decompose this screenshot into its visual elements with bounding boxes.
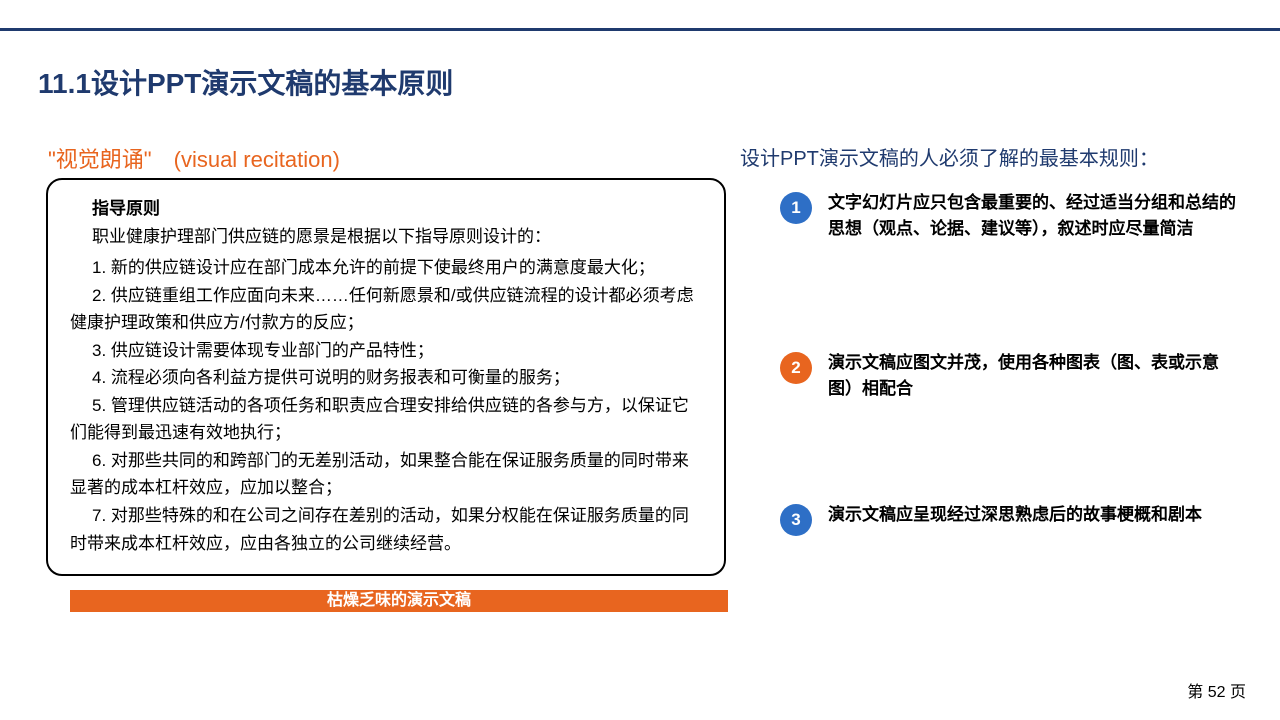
rule-text: 演示文稿应呈现经过深思熟虑后的故事梗概和剧本: [828, 502, 1240, 528]
rule-text: 文字幻灯片应只包含最重要的、经过适当分组和总结的思想（观点、论据、建议等），叙述…: [828, 190, 1240, 243]
example-intro: 职业健康护理部门供应链的愿景是根据以下指导原则设计的：: [92, 223, 702, 250]
rules-heading: 设计PPT演示文稿的人必须了解的最基本规则：: [740, 142, 1159, 171]
page-number: 第 52 页: [1187, 678, 1246, 702]
caption-bar: 枯燥乏味的演示文稿: [70, 590, 728, 612]
bullet-number-icon: 2: [780, 352, 812, 384]
rule-text: 演示文稿应图文并茂，使用各种图表（图、表或示意图）相配合: [828, 350, 1240, 403]
subtitle-visual-recitation: "视觉朗诵" (visual recitation): [48, 142, 340, 174]
example-box: 指导原则 职业健康护理部门供应链的愿景是根据以下指导原则设计的： 1. 新的供应…: [46, 178, 726, 576]
bullet-number-icon: 1: [780, 192, 812, 224]
top-divider: [0, 28, 1280, 31]
example-item: 6. 对那些共同的和跨部门的无差别活动，如果整合能在保证服务质量的同时带来显著的…: [70, 447, 702, 502]
example-item: 4. 流程必须向各利益方提供可说明的财务报表和可衡量的服务；: [70, 364, 702, 392]
example-item: 1. 新的供应链设计应在部门成本允许的前提下使最终用户的满意度最大化；: [70, 254, 702, 282]
example-item: 5. 管理供应链活动的各项任务和职责应合理安排给供应链的各参与方，以保证它们能得…: [70, 392, 702, 447]
rule-item: 2 演示文稿应图文并茂，使用各种图表（图、表或示意图）相配合: [780, 350, 1240, 403]
example-item: 3. 供应链设计需要体现专业部门的产品特性；: [70, 337, 702, 365]
rule-item: 3 演示文稿应呈现经过深思熟虑后的故事梗概和剧本: [780, 502, 1240, 536]
bullet-number-icon: 3: [780, 504, 812, 536]
page-title: 11.1设计PPT演示文稿的基本原则: [38, 62, 453, 102]
example-heading: 指导原则: [92, 194, 702, 219]
example-item: 2. 供应链重组工作应面向未来……任何新愿景和/或供应链流程的设计都必须考虑健康…: [70, 282, 702, 337]
example-item: 7. 对那些特殊的和在公司之间存在差别的活动，如果分权能在保证服务质量的同时带来…: [70, 502, 702, 557]
rule-item: 1 文字幻灯片应只包含最重要的、经过适当分组和总结的思想（观点、论据、建议等），…: [780, 190, 1240, 243]
